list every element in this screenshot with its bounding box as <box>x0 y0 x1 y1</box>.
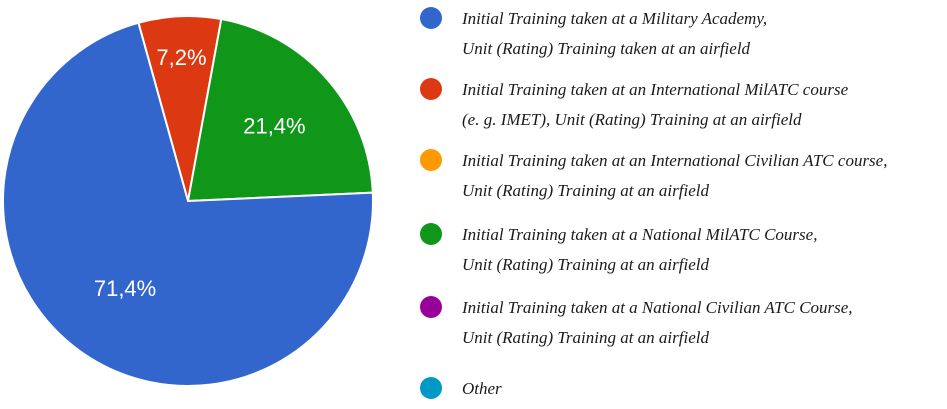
pie-slices <box>2 15 374 387</box>
legend-text-line1: Initial Training taken at a National Civ… <box>461 298 853 317</box>
slice-label-military-academy: 71,4% <box>94 276 156 301</box>
legend-text-line1: Initial Training taken at an Internation… <box>461 151 887 170</box>
legend-item-national-civilian-atc: Initial Training taken at a National Civ… <box>420 296 853 347</box>
legend-text-line2: Unit (Rating) Training at an airfield <box>462 328 709 347</box>
legend-marker-international-civilian-atc <box>420 149 442 171</box>
legend-text-line1: Initial Training taken at a National Mil… <box>461 225 817 244</box>
legend: Initial Training taken at a Military Aca… <box>420 7 887 399</box>
legend-item-international-civilian-atc: Initial Training taken at an Internation… <box>420 149 887 200</box>
legend-text-line1: Initial Training taken at an Internation… <box>461 80 849 99</box>
slice-label-international-milatc: 7,2% <box>156 45 206 70</box>
legend-text-line2: Unit (Rating) Training taken at an airfi… <box>462 39 751 58</box>
legend-marker-national-milatc <box>420 223 442 245</box>
slice-label-national-milatc: 21,4% <box>243 114 305 139</box>
pie-slice-national-milatc <box>186 17 374 203</box>
legend-item-international-milatc: Initial Training taken at an Internation… <box>420 78 849 129</box>
legend-marker-military-academy <box>420 7 442 29</box>
legend-item-other: Other <box>420 377 502 399</box>
legend-text-line1: Initial Training taken at a Military Aca… <box>461 9 767 28</box>
legend-text-line2: (e. g. IMET), Unit (Rating) Training at … <box>462 110 802 129</box>
legend-marker-national-civilian-atc <box>420 296 442 318</box>
legend-text-line2: Unit (Rating) Training at an airfield <box>462 255 709 274</box>
legend-item-military-academy: Initial Training taken at a Military Aca… <box>420 7 767 58</box>
pie-slice-labels: 7,2% 21,4% 71,4% <box>94 45 306 301</box>
pie-slice-military-academy <box>2 21 374 387</box>
legend-text-line2: Unit (Rating) Training at an airfield <box>462 181 709 200</box>
legend-marker-international-milatc <box>420 78 442 100</box>
legend-marker-other <box>420 377 442 399</box>
legend-text-line1: Other <box>462 379 502 398</box>
legend-item-national-milatc: Initial Training taken at a National Mil… <box>420 223 817 274</box>
